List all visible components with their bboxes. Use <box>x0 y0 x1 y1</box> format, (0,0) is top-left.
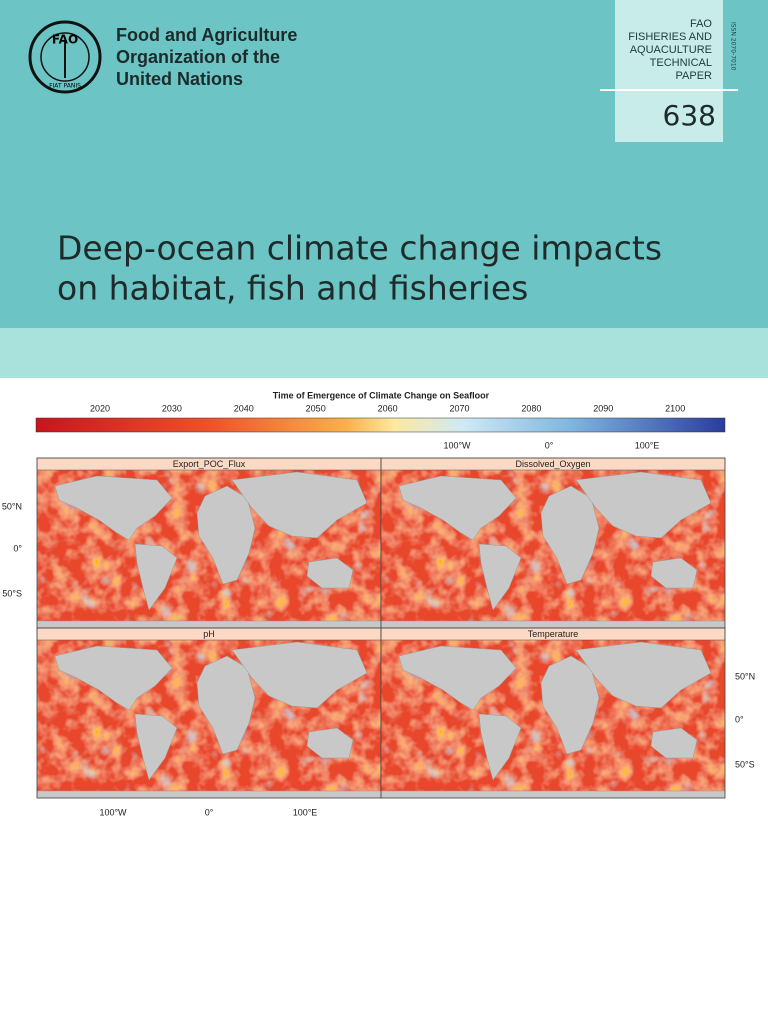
axis-label: 100°W <box>443 440 471 450</box>
logo-motto: FIAT PANIS <box>49 83 81 90</box>
colorbar-tick-label: 2050 <box>306 403 326 413</box>
series-line: FAO <box>690 18 712 30</box>
org-line: United Nations <box>116 69 243 89</box>
axis-label: 0° <box>205 807 214 817</box>
axis-label: 50°N <box>735 671 755 681</box>
series-line: TECHNICAL <box>650 57 712 69</box>
series-line: FISHERIES AND <box>628 31 712 43</box>
panel-label: Dissolved_Oxygen <box>515 459 590 469</box>
series-box <box>615 0 723 142</box>
panel-frame <box>380 627 726 799</box>
colorbar-tick-label: 2100 <box>665 403 685 413</box>
map-panel: Temperature <box>380 627 726 799</box>
series-number: 638 <box>663 99 716 132</box>
logo-letters: FAO <box>52 33 78 47</box>
colorbar-tick-label: 2090 <box>593 403 613 413</box>
colorbar-tick-label: 2060 <box>378 403 398 413</box>
panel-label: Temperature <box>528 629 579 639</box>
issn: ISSN 2070-7010 <box>730 22 737 71</box>
axis-label: 0° <box>735 714 744 724</box>
axis-label: 50°N <box>2 501 22 511</box>
sub-band <box>0 328 768 378</box>
axis-label: 100°W <box>99 807 127 817</box>
figure-title: Time of Emergence of Climate Change on S… <box>273 390 490 400</box>
axis-label: 50°S <box>735 759 755 769</box>
axis-label: 0° <box>13 543 22 553</box>
colorbar-tick-label: 2020 <box>90 403 110 413</box>
colorbar-tick-label: 2070 <box>449 403 469 413</box>
title-line: Deep-ocean climate change impacts <box>57 229 662 268</box>
colorbar <box>35 417 726 433</box>
axis-label: 100°E <box>293 807 318 817</box>
logo: FAO FIAT PANIS <box>28 20 102 94</box>
org-line: Food and Agriculture <box>116 25 297 45</box>
map-panel: Dissolved_Oxygen <box>380 457 726 629</box>
title-line: on habitat, fish and fisheries <box>57 269 528 308</box>
map-panel: Export_POC_Flux <box>36 457 382 629</box>
axis-label: 100°E <box>635 440 660 450</box>
org-line: Organization of the <box>116 47 280 67</box>
series-line: PAPER <box>676 70 713 82</box>
colorbar-tick-label: 2040 <box>234 403 254 413</box>
map-panel: pH <box>36 627 382 799</box>
figure: Time of Emergence of Climate Change on S… <box>2 390 755 817</box>
axis-label: 0° <box>545 440 554 450</box>
colorbar-tick-label: 2030 <box>162 403 182 413</box>
panel-label: Export_POC_Flux <box>173 459 246 469</box>
panel-label: pH <box>203 629 215 639</box>
colorbar-tick-label: 2080 <box>521 403 541 413</box>
axis-label: 50°S <box>2 588 22 598</box>
series-line: AQUACULTURE <box>630 44 712 56</box>
